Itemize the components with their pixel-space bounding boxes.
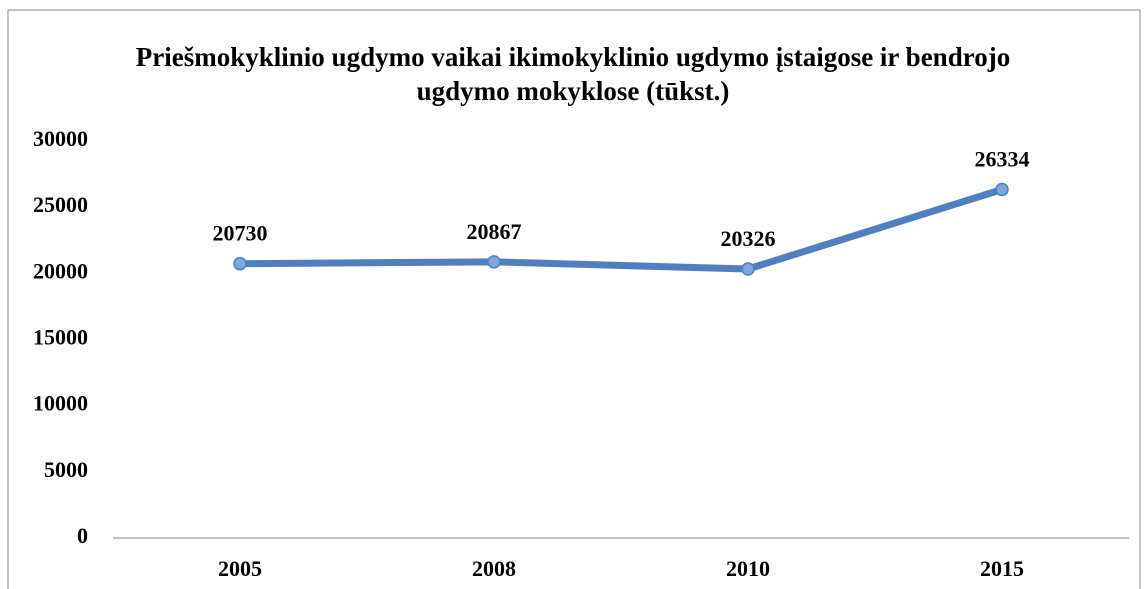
chart-title: Priešmokyklinio ugdymo vaikai ikimokykli…: [135, 42, 1011, 106]
chart-border: [7, 9, 1141, 589]
data-label: 26334: [975, 147, 1030, 172]
y-tick-label: 5000: [44, 457, 88, 482]
point: [741, 262, 755, 276]
y-tick-label: 20000: [33, 258, 88, 283]
y-tick-label: 10000: [33, 391, 88, 416]
data-label: 20730: [213, 221, 268, 246]
point: [995, 182, 1009, 197]
data-label: 20867: [467, 219, 522, 244]
x-tick-label: 2008: [472, 556, 516, 581]
point: [487, 255, 501, 269]
point: [233, 256, 247, 271]
data-label: 20326: [721, 226, 776, 251]
x-tick-label: 2005: [218, 556, 262, 581]
x-tick-label: 2010: [726, 556, 770, 581]
y-tick-label: 0: [77, 523, 88, 548]
x-tick-label: 2015: [980, 556, 1024, 581]
y-tick-label: 25000: [33, 192, 88, 217]
line: [236, 186, 1006, 273]
y-tick-label: 30000: [33, 126, 88, 151]
y-tick-label: 15000: [33, 325, 88, 350]
